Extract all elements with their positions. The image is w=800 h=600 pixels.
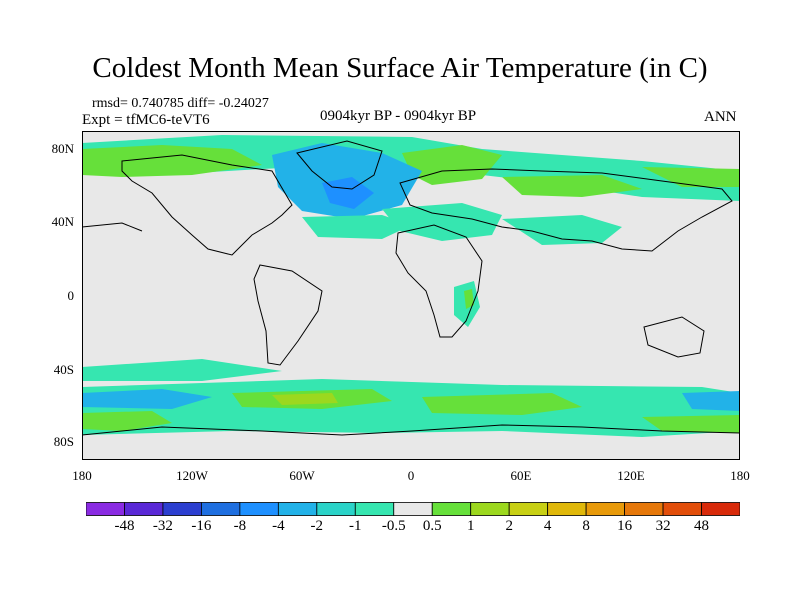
season-label: ANN bbox=[704, 109, 737, 125]
coastlines bbox=[82, 140, 740, 436]
lat-label-80s: 80S bbox=[53, 434, 74, 449]
colorbar-label: -4 bbox=[272, 518, 285, 534]
map-frame bbox=[82, 131, 740, 460]
anomaly-region bbox=[272, 393, 338, 405]
colorbar-label: 8 bbox=[582, 518, 590, 534]
period-label: 0904kyr BP - 0904kyr BP bbox=[320, 108, 477, 124]
colorbar-label: 1 bbox=[466, 518, 475, 534]
anomaly-region bbox=[642, 167, 740, 187]
colorbar-swatch bbox=[431, 502, 472, 516]
lat-label-80n: 80N bbox=[51, 141, 74, 156]
anomaly-region bbox=[82, 389, 212, 409]
anomaly-region bbox=[322, 177, 374, 209]
anomaly-region bbox=[82, 379, 740, 437]
anomaly-region bbox=[82, 359, 282, 381]
lon-label-60w: 60W bbox=[289, 468, 315, 483]
temperature-anomaly-map bbox=[82, 131, 740, 460]
lon-label-0: 0 bbox=[407, 468, 415, 483]
lon-label-180w: 180 bbox=[72, 468, 92, 483]
anomaly-region bbox=[502, 215, 622, 245]
anomaly-region bbox=[82, 145, 262, 177]
colorbar-swatch bbox=[508, 502, 549, 516]
colorbar-swatch bbox=[662, 502, 702, 516]
experiment-label: Expt = tfMC6-teVT6 bbox=[82, 112, 210, 128]
colorbar-label: -16 bbox=[191, 518, 212, 534]
colorbar-swatch bbox=[239, 502, 279, 516]
colorbar-label: 4 bbox=[543, 518, 552, 534]
colorbar-swatch bbox=[162, 502, 202, 516]
colorbar-swatch bbox=[86, 502, 125, 516]
anomaly-region bbox=[502, 175, 642, 197]
colorbar-swatch bbox=[585, 502, 625, 516]
colorbar-swatch bbox=[701, 502, 740, 516]
colorbar-swatch bbox=[316, 502, 356, 516]
anomaly-region bbox=[382, 203, 502, 241]
colorbar bbox=[86, 502, 740, 516]
colorbar-label: 2 bbox=[505, 518, 513, 534]
lon-label-120e: 120E bbox=[617, 468, 645, 483]
colorbar-label: -0.5 bbox=[381, 518, 406, 534]
colorbar-label: -8 bbox=[233, 518, 247, 534]
colorbar-swatch bbox=[201, 502, 241, 516]
chart-title: Coldest Month Mean Surface Air Temperatu… bbox=[92, 52, 708, 84]
colorbar-label: 32 bbox=[655, 518, 671, 534]
lat-label-40s: 40S bbox=[53, 362, 74, 377]
colorbar-label: -2 bbox=[310, 518, 324, 534]
colorbar-label: 16 bbox=[617, 518, 633, 534]
colorbar-swatch bbox=[393, 502, 433, 516]
colorbar-swatch bbox=[547, 502, 587, 516]
anomaly-region bbox=[82, 411, 172, 431]
colorbar-swatch bbox=[277, 502, 318, 516]
anomaly-region bbox=[422, 393, 582, 415]
lon-label-120w: 120W bbox=[176, 468, 208, 483]
colorbar-swatch bbox=[124, 502, 164, 516]
colorbar-label: 48 bbox=[694, 518, 709, 534]
colorbar-label: -1 bbox=[349, 518, 362, 534]
colorbar-label: -48 bbox=[114, 518, 135, 534]
anomaly-region bbox=[302, 215, 412, 239]
rmsd-diff-label: rmsd= 0.740785 diff= -0.24027 bbox=[92, 96, 269, 111]
lon-label-180e: 180 bbox=[730, 468, 750, 483]
lon-label-60e: 60E bbox=[510, 468, 532, 483]
anomaly-region bbox=[682, 391, 740, 411]
colorbar-swatch bbox=[470, 502, 510, 516]
colorbar-label: 0.5 bbox=[422, 518, 442, 534]
lat-label-0: 0 bbox=[67, 288, 75, 303]
lat-label-40n: 40N bbox=[51, 214, 74, 229]
colorbar-label: -32 bbox=[152, 518, 173, 534]
anomaly-region bbox=[464, 289, 474, 309]
colorbar-swatch bbox=[624, 502, 664, 516]
anomaly-region bbox=[642, 415, 740, 433]
colorbar-swatch bbox=[354, 502, 395, 516]
